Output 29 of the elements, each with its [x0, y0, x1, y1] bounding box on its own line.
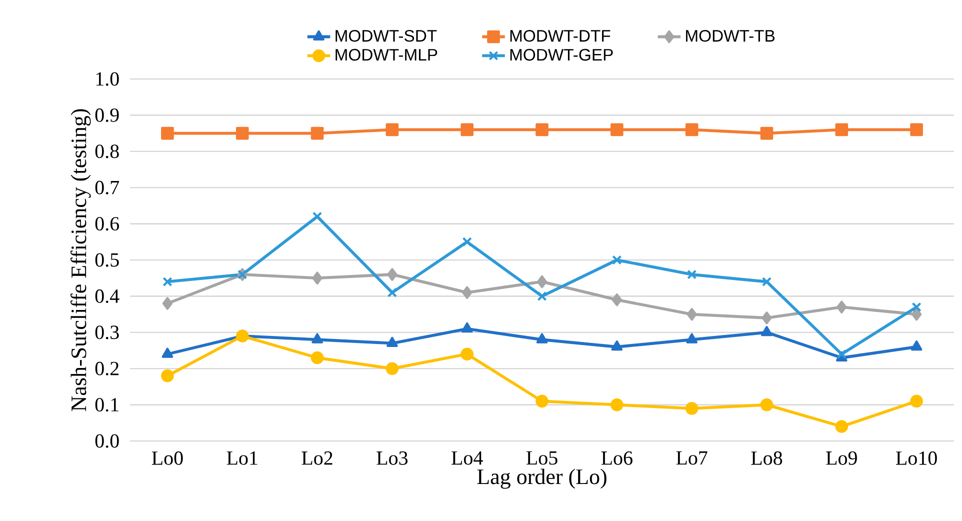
y-tick-label: 0.1 — [95, 398, 118, 412]
legend-label: MODWT-GEP — [510, 48, 613, 61]
x-tick-label: Lo4 — [452, 451, 483, 465]
x-tick-label: Lo7 — [676, 451, 708, 465]
x-tick-label: Lo3 — [376, 451, 408, 465]
y-tick-label: 0.2 — [95, 362, 118, 376]
legend-label: MODWT-DTF — [510, 30, 610, 42]
y-axis-title: Nash-Sutcliffe Efficiency (testing) — [70, 109, 91, 412]
legend-label: MODWT-TB — [686, 30, 775, 42]
x-tick-label: Lo9 — [826, 451, 857, 465]
x-tick-label: Lo0 — [152, 451, 183, 465]
x-tick-label: Lo10 — [896, 451, 937, 465]
y-tick-label: 0.4 — [95, 289, 120, 303]
y-tick-label: 0.6 — [95, 217, 120, 231]
y-tick-label: 0.8 — [95, 144, 119, 158]
legend-label: MODWT-MLP — [336, 48, 438, 61]
x-axis-title: Lag order (Lo) — [477, 468, 606, 489]
x-tick-label: Lo6 — [601, 451, 632, 465]
y-tick-label: 1.0 — [96, 72, 119, 86]
y-tick-label: 0.9 — [95, 108, 119, 122]
x-tick-label: Lo5 — [526, 451, 558, 465]
x-tick-label: Lo8 — [751, 451, 782, 465]
y-tick-label: 0.3 — [95, 326, 119, 340]
y-tick-label: 0.0 — [95, 434, 119, 448]
y-tick-label: 0.5 — [95, 253, 119, 267]
y-tick-label: 0.7 — [95, 180, 120, 194]
x-tick-label: Lo2 — [302, 451, 332, 465]
legend-label: MODWT-SDT — [336, 30, 437, 42]
x-tick-label: Lo1 — [226, 451, 258, 465]
